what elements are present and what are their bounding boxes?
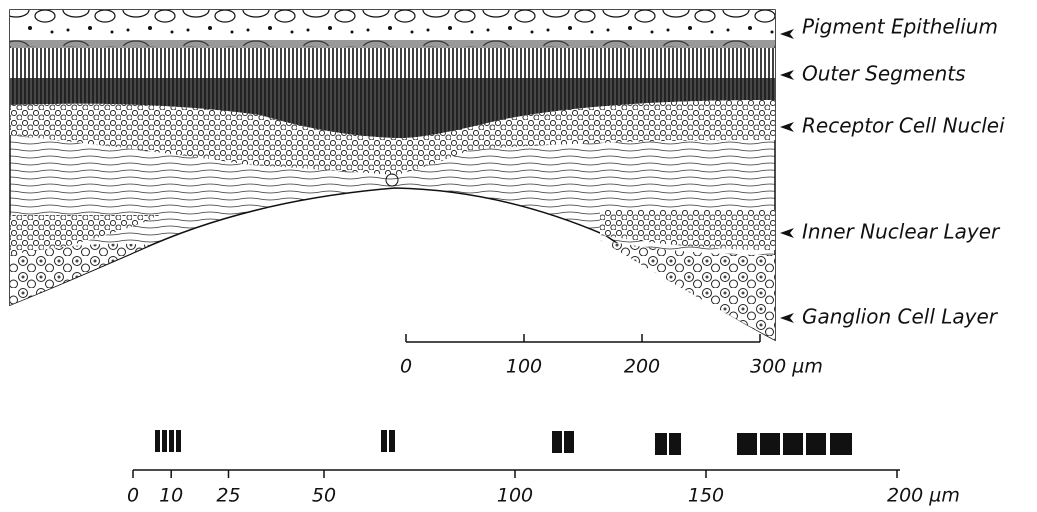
distance-scale: 0 10 25 50 100 150 200 µm	[127, 469, 960, 507]
tick-label: 300 µm	[750, 356, 823, 378]
label-arrow	[780, 122, 794, 132]
gratings	[155, 430, 852, 455]
layer-labels: Pigment Epithelium Outer Segments Receptor…	[780, 15, 1005, 329]
label-arrow	[780, 70, 794, 80]
tick-label: 0	[400, 356, 412, 378]
layer-label: Receptor Cell Nuclei	[802, 114, 1005, 138]
tick-label: 150	[688, 485, 724, 507]
tick-label: 100	[497, 485, 533, 507]
label-arrow	[780, 313, 794, 323]
layer-label: Pigment Epithelium	[802, 15, 998, 39]
retina-illustration	[9, 9, 776, 342]
tick-label: 200	[624, 356, 660, 378]
tick-label: 200 µm	[887, 485, 960, 507]
tick-label: 10	[159, 485, 183, 507]
scale-bar: 0 100 200 300 µm	[400, 334, 823, 378]
layer-label: Ganglion Cell Layer	[802, 305, 999, 329]
tick-label: 0	[127, 485, 139, 507]
layer-label: Outer Segments	[802, 62, 966, 86]
tick-label: 100	[506, 356, 542, 378]
label-arrow	[780, 29, 794, 39]
tick-label: 25	[216, 485, 240, 507]
label-arrow	[780, 228, 794, 238]
layer-label: Inner Nuclear Layer	[802, 220, 1001, 244]
tick-label: 50	[312, 485, 336, 507]
